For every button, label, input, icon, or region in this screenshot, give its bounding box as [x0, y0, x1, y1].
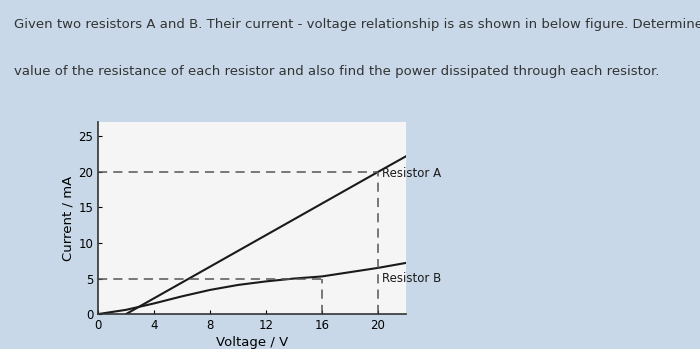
X-axis label: Voltage / V: Voltage / V [216, 336, 288, 349]
Text: Resistor B: Resistor B [382, 272, 442, 285]
Text: value of the resistance of each resistor and also find the power dissipated thro: value of the resistance of each resistor… [14, 65, 659, 78]
Text: Resistor A: Resistor A [382, 167, 441, 180]
Text: Given two resistors A and B. Their current - voltage relationship is as shown in: Given two resistors A and B. Their curre… [14, 18, 700, 31]
Y-axis label: Current / mA: Current / mA [61, 176, 74, 261]
